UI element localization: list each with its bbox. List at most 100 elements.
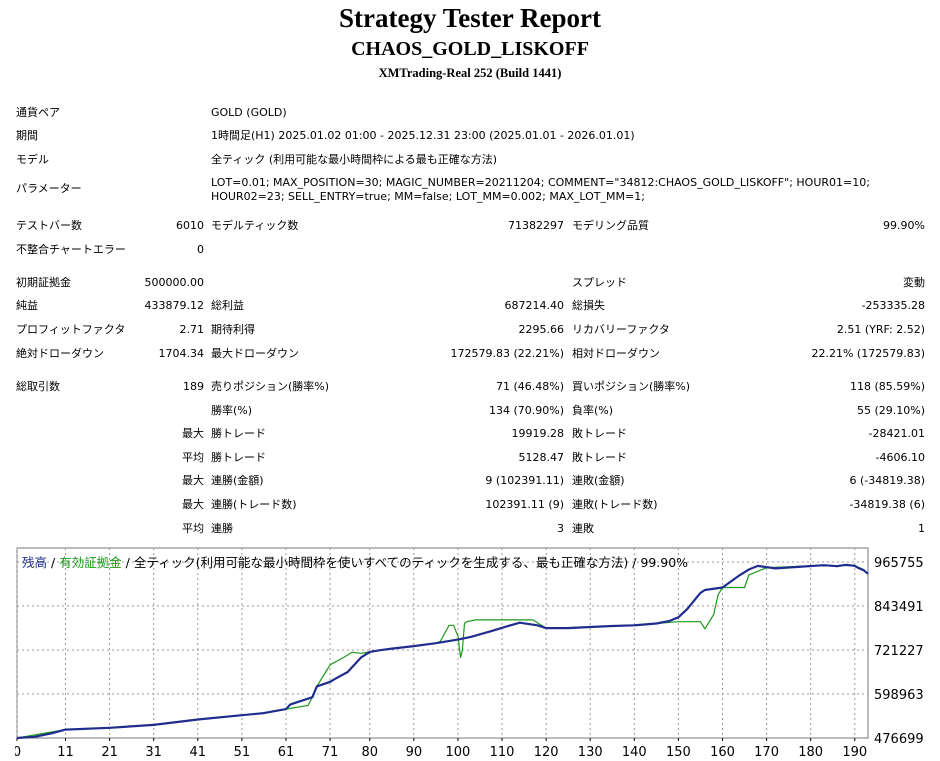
cons-losses-amt-label: 連敗(金額) [572, 474, 625, 487]
avg-win-label: 勝トレード [211, 451, 266, 464]
short-positions-label: 売りポジション(勝率%) [211, 380, 330, 393]
mismatch-value: 0 [197, 243, 204, 256]
y-tick-label: 598963 [874, 688, 924, 703]
avg-cons-win-value: 3 [557, 522, 564, 535]
rel-drawdown-label: 相対ドローダウン [572, 347, 660, 360]
max-label-2: 最大 [182, 474, 204, 487]
x-tick-label: 130 [578, 745, 603, 760]
x-tick-label: 11 [57, 745, 74, 760]
max-win-value: 19919.28 [511, 427, 565, 440]
x-tick-label: 0 [15, 745, 21, 760]
bars-label: テストバー数 [16, 219, 82, 232]
params-line-1: LOT=0.01; MAX_POSITION=30; MAGIC_NUMBER=… [211, 176, 870, 189]
x-tick-label: 110 [490, 745, 515, 760]
expected-payoff-value: 2295.66 [518, 323, 565, 336]
win-rate-value: 134 (70.90%) [488, 404, 564, 417]
profit-factor-value: 2.71 [179, 323, 205, 336]
x-tick-label: 150 [666, 745, 691, 760]
gross-profit-value: 687214.40 [504, 299, 565, 312]
avg-label-2: 平均 [182, 522, 204, 535]
avg-cons-win-label: 連勝 [211, 522, 233, 535]
quality-value: 99.90% [883, 219, 925, 232]
model-label: モデル [16, 153, 49, 166]
x-tick-label: 160 [710, 745, 735, 760]
spread-value: 変動 [903, 276, 925, 289]
spread-label: スプレッド [572, 276, 627, 289]
deposit-value: 500000.00 [144, 276, 205, 289]
x-tick-label: 21 [101, 745, 118, 760]
ticks-label: モデルティック数 [211, 219, 299, 232]
mismatch-label: 不整合チャートエラー [16, 243, 126, 256]
max-cons-profit-value: 102391.11 (9) [485, 498, 564, 511]
ticks-value: 71382297 [508, 219, 564, 232]
symbol-value: GOLD (GOLD) [211, 106, 287, 119]
gross-loss-label: 総損失 [572, 299, 605, 312]
legend-balance: 残高 [22, 555, 48, 570]
model-value: 全ティック (利用可能な最小時間枠による最も正確な方法) [211, 153, 498, 166]
x-tick-label: 180 [798, 745, 823, 760]
recovery-factor-label: リカバリーファクタ [572, 323, 670, 336]
x-tick-label: 90 [406, 745, 423, 760]
short-positions-value: 71 (46.48%) [495, 380, 564, 393]
y-tick-label: 843491 [874, 600, 924, 615]
bars-value: 6010 [176, 219, 204, 232]
chart-legend: 残高 / 有効証拠金 / 全ティック(利用可能な最小時間枠を使いすべてのティック… [22, 552, 688, 571]
avg-loss-label: 敗トレード [572, 451, 627, 464]
params-label: パラメーター [16, 182, 82, 195]
loss-rate-label: 負率(%) [572, 404, 614, 417]
net-profit-value: 433879.12 [144, 299, 205, 312]
legend-equity: 有効証拠金 [59, 555, 122, 570]
max-drawdown-label: 最大ドローダウン [211, 347, 299, 360]
recovery-factor-value: 2.51 (YRF: 2.52) [836, 323, 925, 336]
avg-label: 平均 [182, 451, 204, 464]
long-positions-label: 買いポジション(勝率%) [572, 380, 691, 393]
deposit-label: 初期証拠金 [16, 276, 71, 289]
win-rate-label: 勝率(%) [211, 404, 253, 417]
total-trades-value: 189 [183, 380, 204, 393]
period-label: 期間 [16, 129, 38, 142]
max-loss-label: 敗トレード [572, 427, 627, 440]
cons-wins-amt-label: 連勝(金額) [211, 474, 264, 487]
x-tick-label: 170 [754, 745, 779, 760]
ea-name: CHAOS_GOLD_LISKOFF [351, 38, 589, 60]
expected-payoff-label: 期待利得 [211, 323, 255, 336]
y-tick-label: 476699 [874, 732, 924, 747]
balance-line [16, 563, 869, 740]
y-tick-label: 965755 [874, 556, 924, 571]
legend-rest: / 全ティック(利用可能な最小時間枠を使いすべてのティックを生成する、最も正確な… [121, 555, 689, 570]
max-drawdown-value: 172579.83 (22.21%) [450, 347, 564, 360]
x-tick-label: 120 [534, 745, 559, 760]
x-tick-label: 41 [190, 745, 207, 760]
params-line-2: HOUR02=23; SELL_ENTRY=true; MM=false; LO… [211, 190, 645, 203]
avg-cons-loss-value: 1 [918, 522, 925, 535]
max-cons-loss-label: 連敗(トレード数) [572, 498, 658, 511]
max-cons-profit-label: 連勝(トレード数) [211, 498, 297, 511]
gross-loss-value: -253335.28 [861, 299, 925, 312]
x-tick-label: 100 [446, 745, 471, 760]
net-profit-label: 純益 [16, 299, 38, 312]
max-label: 最大 [182, 427, 204, 440]
balance-chart: 965755 843491 721227 598963 476699 0 11 21 31 41 5… [15, 547, 924, 760]
quality-label: モデリング品質 [572, 219, 649, 232]
avg-win-value: 5128.47 [518, 451, 565, 464]
profit-factor-label: プロフィットファクタ [16, 323, 126, 336]
symbol-label: 通貨ペア [16, 106, 60, 119]
x-tick-label: 140 [622, 745, 647, 760]
period-value: 1時間足(H1) 2025.01.02 01:00 - 2025.12.31 2… [211, 129, 635, 142]
gross-profit-label: 総利益 [211, 299, 244, 312]
x-tick-label: 51 [234, 745, 251, 760]
server-info: XMTrading-Real 252 (Build 1441) [378, 66, 562, 80]
x-tick-label: 80 [361, 745, 378, 760]
max-cons-loss-value: -34819.38 (6) [849, 498, 925, 511]
x-tick-label: 31 [145, 745, 162, 760]
x-tick-label: 190 [842, 745, 867, 760]
loss-rate-value: 55 (29.10%) [856, 404, 925, 417]
x-tick-label: 61 [278, 745, 295, 760]
max-loss-value: -28421.01 [868, 427, 925, 440]
x-tick-label: 71 [322, 745, 339, 760]
total-trades-label: 総取引数 [16, 380, 60, 393]
abs-drawdown-value: 1704.34 [158, 347, 205, 360]
cons-wins-amt-value: 9 (102391.11) [485, 474, 564, 487]
abs-drawdown-label: 絶対ドローダウン [16, 347, 104, 360]
rel-drawdown-value: 22.21% (172579.83) [811, 347, 925, 360]
